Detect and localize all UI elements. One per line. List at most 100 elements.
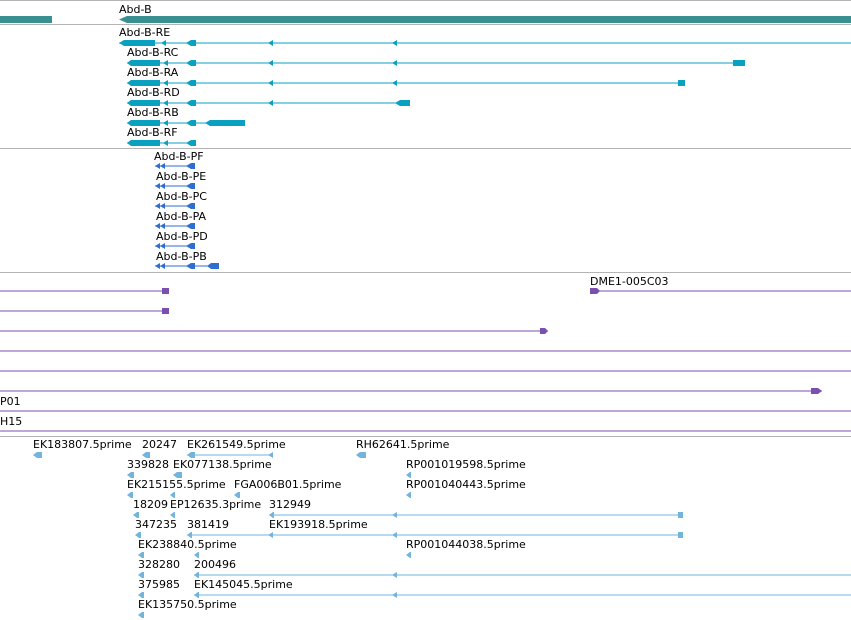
est-label[interactable]: RP001044038.5prime	[406, 538, 526, 551]
intron-arrow-icon	[392, 60, 397, 66]
est-label[interactable]: EK238840.5prime	[138, 538, 237, 551]
est-label[interactable]: 381419	[187, 518, 229, 531]
protein-row[interactable]: Abd-B-PA	[155, 210, 207, 229]
protein-label: Abd-B-PB	[156, 250, 207, 263]
est-label[interactable]: EK261549.5prime	[187, 438, 286, 451]
est-label[interactable]: EK145045.5prime	[194, 578, 293, 591]
est-feature[interactable]	[406, 492, 411, 498]
transcript-row[interactable]: Abd-B-RE	[119, 26, 851, 46]
exon-feature	[127, 60, 160, 66]
transcript-row[interactable]: Abd-B-RC	[127, 46, 745, 66]
est-feature[interactable]	[138, 612, 144, 618]
est-label[interactable]: 312949	[269, 498, 311, 511]
gene-feature-abd-b[interactable]	[119, 16, 851, 23]
est-feature[interactable]	[406, 552, 411, 558]
est-feature[interactable]	[127, 492, 133, 498]
cdna-label[interactable]: P01	[0, 395, 21, 408]
est-feature[interactable]	[138, 592, 144, 598]
exon-feature	[127, 120, 160, 126]
transcript-label: Abd-B-RE	[119, 26, 170, 39]
est-feature[interactable]	[138, 552, 144, 558]
est-feature[interactable]	[406, 472, 411, 478]
intron-arrow-icon	[268, 100, 273, 106]
est-feature[interactable]	[33, 452, 42, 458]
est-label[interactable]: RP001040443.5prime	[406, 478, 526, 491]
est-feature[interactable]	[170, 492, 175, 498]
protein-row[interactable]: Abd-B-PD	[155, 230, 208, 249]
est-feature[interactable]	[234, 492, 240, 498]
est-feature[interactable]	[170, 512, 175, 518]
exon-feature	[163, 140, 168, 146]
est-track: EK183807.5prime 20247 EK261549.5prime RH…	[33, 438, 851, 618]
cdna-track: DME1-005C03 P01 H15	[0, 275, 851, 432]
est-feature[interactable]	[133, 512, 139, 518]
exon-feature	[186, 40, 196, 46]
exon-feature	[186, 60, 196, 66]
protein-label: Abd-B-PA	[156, 210, 207, 223]
est-feature[interactable]	[194, 552, 199, 558]
exon-feature	[186, 80, 196, 86]
est-feature[interactable]	[356, 452, 366, 458]
gene-track: Abd-B	[0, 0, 851, 25]
exon-feature	[163, 120, 168, 126]
cdna-alignment[interactable]	[0, 308, 169, 314]
est-feature[interactable]	[138, 572, 144, 578]
cdna-label[interactable]: H15	[0, 415, 22, 428]
exon-feature	[161, 40, 166, 46]
est-feature[interactable]	[142, 452, 150, 458]
intron-arrow-icon	[392, 80, 397, 86]
est-feature[interactable]	[127, 472, 134, 478]
exon-feature	[395, 100, 410, 106]
protein-label: Abd-B-PE	[156, 170, 206, 183]
transcripts-track: Abd-B-RE Abd-B-RC Abd-B-RA	[119, 26, 851, 146]
exon-feature	[205, 120, 245, 126]
transcript-label: Abd-B-RC	[127, 46, 179, 59]
est-label[interactable]: 339828	[127, 458, 169, 471]
est-feature[interactable]	[135, 532, 141, 538]
est-label[interactable]: EK215155.5prime	[127, 478, 226, 491]
exon-feature	[127, 140, 160, 146]
est-label[interactable]: RP001019598.5prime	[406, 458, 526, 471]
exon-feature	[127, 100, 160, 106]
est-feature[interactable]	[187, 532, 683, 538]
cdna-alignment[interactable]	[590, 288, 851, 294]
transcript-row[interactable]: Abd-B-RF	[127, 126, 196, 146]
est-feature[interactable]	[187, 452, 273, 458]
est-feature[interactable]	[173, 472, 182, 478]
gene-feature-left[interactable]	[0, 16, 52, 23]
exon-feature	[163, 80, 168, 86]
protein-row[interactable]: Abd-B-PE	[155, 170, 206, 189]
est-label[interactable]: EK183807.5prime	[33, 438, 132, 451]
exon-feature	[186, 120, 196, 126]
est-label[interactable]: EK135750.5prime	[138, 598, 237, 611]
gene-label[interactable]: Abd-B	[119, 3, 152, 16]
exon-feature	[186, 100, 196, 106]
protein-row[interactable]: Abd-B-PF	[154, 150, 204, 169]
protein-row[interactable]: Abd-B-PB	[155, 250, 219, 269]
exon-feature	[127, 80, 160, 86]
cdna-label[interactable]: DME1-005C03	[590, 275, 669, 288]
cdna-alignment[interactable]	[0, 288, 169, 294]
est-label[interactable]: 375985	[138, 578, 180, 591]
est-label[interactable]: EK193918.5prime	[269, 518, 368, 531]
cdna-alignment[interactable]	[0, 388, 822, 394]
est-feature[interactable]	[269, 512, 683, 518]
est-label[interactable]: 200496	[194, 558, 236, 571]
est-label[interactable]: RH62641.5prime	[356, 438, 450, 451]
est-feature[interactable]	[194, 572, 851, 578]
transcript-row[interactable]: Abd-B-RA	[127, 66, 685, 86]
est-feature[interactable]	[194, 592, 851, 598]
intron-arrow-icon	[268, 80, 273, 86]
protein-label: Abd-B-PF	[154, 150, 204, 163]
cdna-alignment[interactable]	[0, 328, 548, 334]
est-label[interactable]: 328280	[138, 558, 180, 571]
est-label[interactable]: EP12635.3prime	[170, 498, 261, 511]
est-label[interactable]: 18209	[133, 498, 168, 511]
est-label[interactable]: EK077138.5prime	[173, 458, 272, 471]
est-label[interactable]: 20247	[142, 438, 177, 451]
transcript-row[interactable]: Abd-B-RD	[127, 86, 410, 106]
transcript-row[interactable]: Abd-B-RB	[127, 106, 245, 126]
protein-row[interactable]: Abd-B-PC	[155, 190, 207, 209]
est-label[interactable]: 347235	[135, 518, 177, 531]
est-label[interactable]: FGA006B01.5prime	[234, 478, 342, 491]
